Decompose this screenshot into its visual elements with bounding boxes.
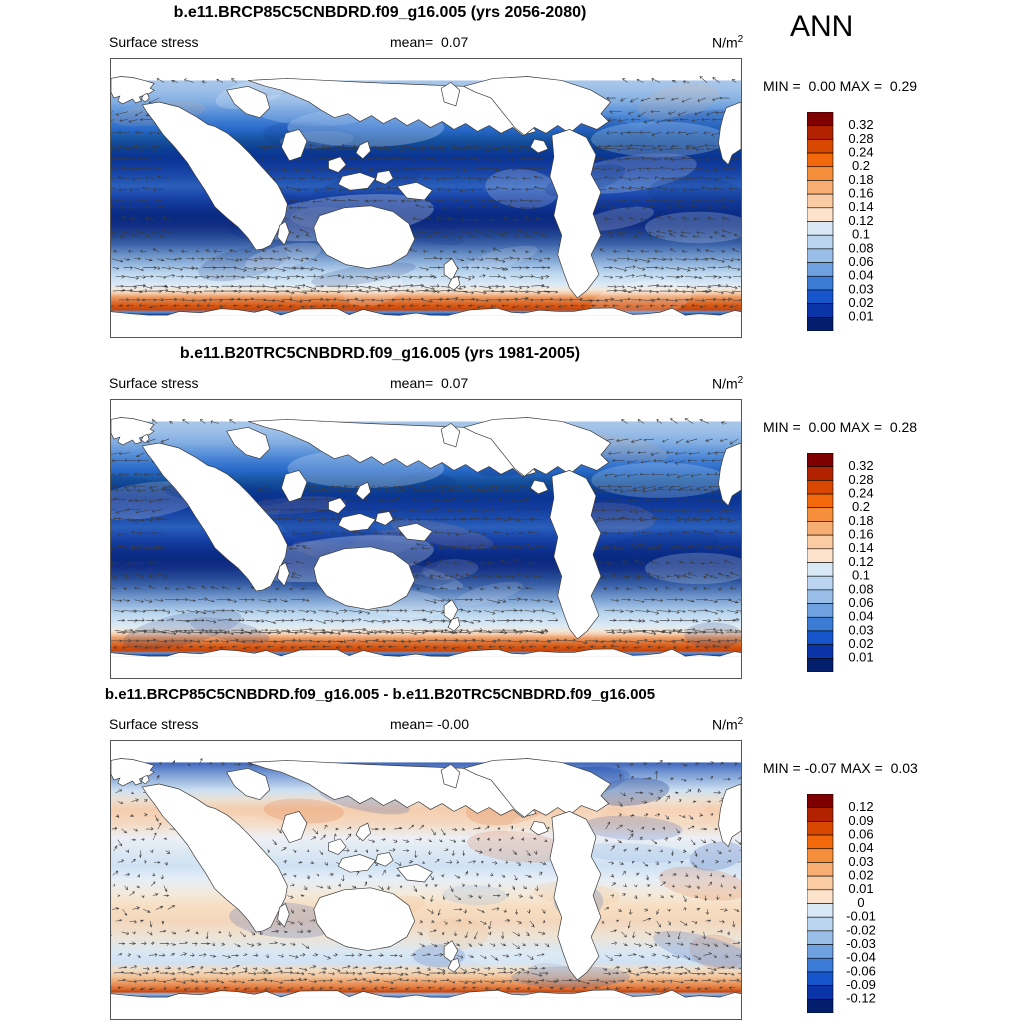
- svg-text:-0.12: -0.12: [846, 991, 876, 1006]
- svg-text:0.01: 0.01: [848, 650, 873, 665]
- svg-text:0.01: 0.01: [848, 309, 873, 324]
